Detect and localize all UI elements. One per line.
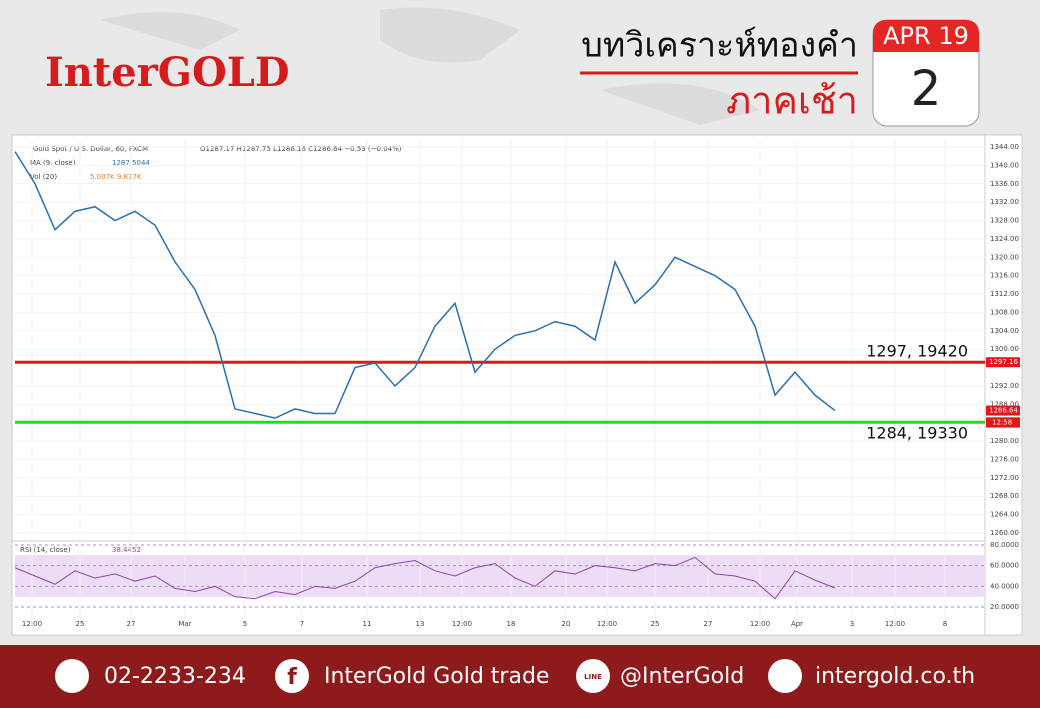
- price-badge: [986, 405, 1020, 416]
- y-tick-label: 40.0000: [990, 582, 1019, 590]
- y-tick-label: 1288.00: [990, 400, 1019, 408]
- x-tick-label: 27: [704, 620, 713, 628]
- rsi-band: [15, 555, 985, 597]
- countdown: 12:58: [992, 419, 1012, 427]
- y-tick-label: 1312.00: [990, 290, 1019, 298]
- symbol: Gold Spot / U.S. Dollar, 60, FXCM: [33, 145, 148, 153]
- y-tick-label: 1292.00: [990, 382, 1019, 390]
- phone-icon: [55, 659, 89, 693]
- map-shape: [100, 7, 760, 125]
- x-tick-label: 12:00: [452, 620, 472, 628]
- line-icon: [576, 659, 610, 693]
- y-tick-label: 1316.00: [990, 272, 1019, 280]
- y-tick-label: 1344.00: [990, 143, 1019, 151]
- ohlc: O1287.17 H1287.75 L1286.16 C1286.64 −0.5…: [200, 145, 402, 153]
- rsi-value: 38.4452: [112, 546, 141, 554]
- y-tick-label: 1320.00: [990, 253, 1019, 261]
- x-tick-label: 18: [507, 620, 516, 628]
- x-tick-label: 25: [76, 620, 85, 628]
- series-line: [14, 151, 836, 419]
- web-icon: [768, 659, 802, 693]
- y-tick-label: 1304.00: [990, 327, 1019, 335]
- x-tick-label: 11: [363, 620, 372, 628]
- price-badge-text: 1286.64: [989, 407, 1018, 415]
- brand: InterGOLD: [45, 49, 290, 96]
- ma-label: MA (9, close): [30, 159, 76, 167]
- x-tick-label: 12:00: [22, 620, 42, 628]
- x-tick-label: 20: [562, 620, 571, 628]
- y-tick-label: 20.0000: [990, 603, 1019, 611]
- x-tick-label: 8: [943, 620, 947, 628]
- x-tick-label: Apr: [791, 620, 803, 628]
- vol-values: 5.007K 9.817K: [90, 173, 142, 181]
- x-tick-label: 13: [416, 620, 425, 628]
- y-tick-label: 1272.00: [990, 474, 1019, 482]
- y-tick-label: 1268.00: [990, 492, 1019, 500]
- y-tick-label: 1300.00: [990, 345, 1019, 353]
- y-tick-label: 1308.00: [990, 308, 1019, 316]
- y-tick-label: 60.0000: [990, 562, 1019, 570]
- rsi-label: RSI (14, close): [20, 546, 71, 554]
- level-label: 1284, 19330: [866, 424, 968, 443]
- y-tick-label: 1336.00: [990, 180, 1019, 188]
- x-tick-label: Mar: [178, 620, 191, 628]
- y-tick-label: 80.0000: [990, 541, 1019, 549]
- y-tick-label: 1260.00: [990, 529, 1019, 537]
- facebook-glyph: f: [287, 665, 297, 690]
- x-tick-label: 3: [850, 620, 854, 628]
- calendar-day: 2: [911, 61, 942, 117]
- level-badge: [986, 357, 1020, 368]
- x-tick-label: 5: [243, 620, 247, 628]
- title: บทวิเคราะห์ทองคำ: [581, 26, 858, 66]
- x-tick-label: 25: [651, 620, 660, 628]
- facebook: InterGold Gold trade: [324, 664, 549, 689]
- y-tick-label: 1280.00: [990, 437, 1019, 445]
- chart-panel: [11, 134, 1023, 636]
- phone: 02-2233-234: [104, 664, 246, 689]
- y-tick-label: 1332.00: [990, 198, 1019, 206]
- y-tick-label: 1328.00: [990, 217, 1019, 225]
- y-tick-label: 1324.00: [990, 235, 1019, 243]
- x-tick-label: 27: [127, 620, 136, 628]
- x-tick-label: 12:00: [885, 620, 905, 628]
- level-badge-text: 1297.16: [989, 358, 1018, 366]
- line-icon-text: LINE: [584, 673, 602, 681]
- calendar-month: APR 19: [883, 22, 969, 50]
- website: intergold.co.th: [815, 664, 975, 689]
- footer: [0, 645, 1040, 708]
- y-tick-label: 1340.00: [990, 161, 1019, 169]
- x-tick-label: 12:00: [750, 620, 770, 628]
- x-tick-label: 12:00: [597, 620, 617, 628]
- series-line: [14, 556, 836, 600]
- vol-label: Vol (20): [30, 173, 57, 181]
- x-tick-label: 7: [300, 620, 304, 628]
- y-tick-label: 1264.00: [990, 511, 1019, 519]
- countdown-badge: [986, 417, 1020, 428]
- session: ภาคเช้า: [726, 79, 858, 123]
- calendar-top: [873, 20, 979, 52]
- level-label: 1297, 19420: [866, 342, 968, 361]
- facebook-icon: [275, 659, 309, 693]
- line-id: @InterGold: [620, 664, 744, 689]
- calendar: APR 19 2: [872, 19, 980, 127]
- y-tick-label: 1276.00: [990, 455, 1019, 463]
